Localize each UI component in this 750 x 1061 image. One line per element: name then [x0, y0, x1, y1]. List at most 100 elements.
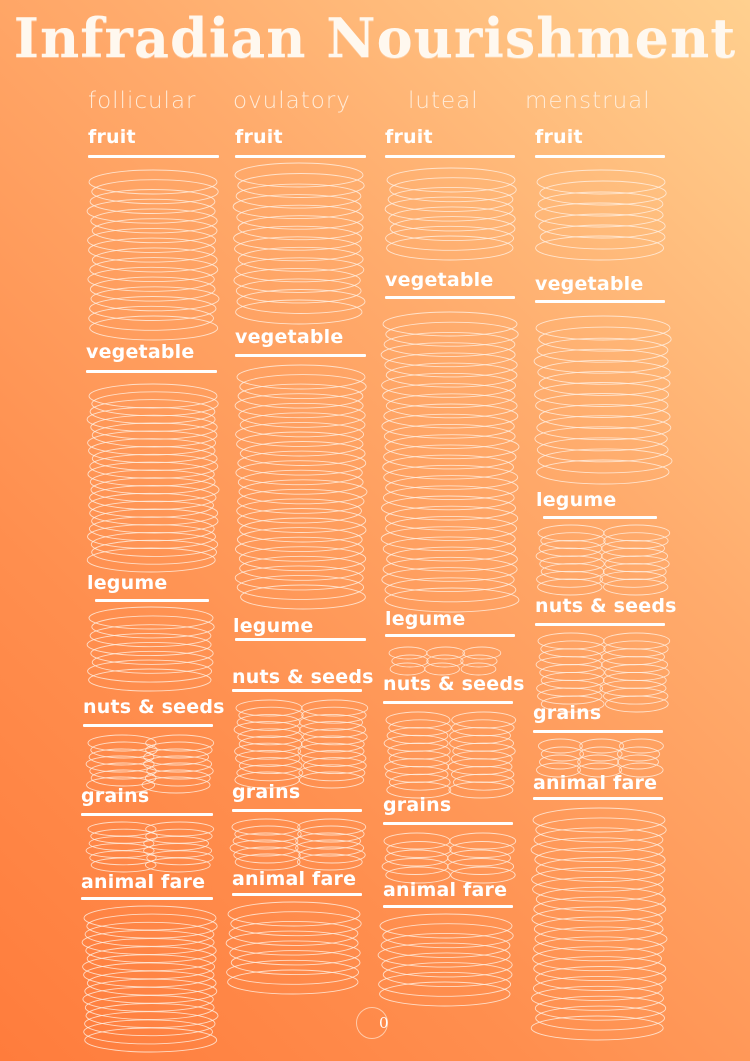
ring-ornament	[535, 857, 666, 882]
ring-ornament	[531, 866, 665, 892]
ring-ornament	[536, 415, 672, 441]
label-vegetable: vegetable	[235, 326, 344, 348]
phase-header-follicular: follicular	[88, 88, 197, 114]
ring-ornament	[535, 817, 667, 843]
ring-ornament	[237, 450, 367, 476]
section-divider	[86, 370, 217, 373]
ring-ornament	[91, 508, 219, 534]
ring-ornament	[89, 257, 219, 283]
ring-ornament	[89, 189, 216, 214]
ring-ornament	[382, 485, 515, 511]
ring-ornament	[296, 853, 363, 871]
label-animal-fare: animal fare	[232, 868, 357, 890]
ring-ornament	[604, 695, 669, 713]
ring-ornament	[532, 946, 662, 972]
ring-ornament	[384, 434, 520, 460]
ring-ornament	[90, 741, 158, 759]
ring-ornament	[383, 464, 519, 490]
ring-ornament	[382, 536, 517, 562]
ring-ornament	[540, 695, 605, 713]
ring-ornament	[577, 762, 623, 778]
ring-ornament	[616, 746, 661, 762]
ring-ornament	[235, 699, 303, 717]
ring-ornament	[534, 926, 668, 952]
ring-ornament	[235, 183, 362, 209]
ring-ornament	[540, 563, 605, 581]
label-vegetable: vegetable	[535, 273, 644, 295]
section-divider	[81, 897, 213, 900]
ring-ornament	[234, 825, 302, 843]
ring-ornament	[89, 762, 157, 780]
ring-ornament	[391, 654, 429, 668]
ring-ornament	[377, 942, 511, 968]
label-nuts-seeds: nuts & seeds	[535, 595, 677, 617]
ring-stack	[388, 646, 502, 676]
ring-ornament	[386, 167, 516, 193]
ring-ornament	[228, 920, 359, 946]
ring-ornament	[90, 286, 220, 312]
ring-ornament	[389, 177, 517, 203]
page-circle	[356, 1007, 388, 1039]
ring-ornament	[380, 932, 511, 958]
ring-ornament	[540, 746, 585, 762]
label-animal-fare: animal fare	[81, 871, 206, 893]
ring-ornament	[89, 469, 216, 495]
ring-ornament	[448, 781, 514, 799]
ring-ornament	[380, 342, 516, 368]
ring-ornament	[145, 741, 213, 759]
ring-ornament	[536, 437, 669, 463]
ring-ornament	[86, 547, 216, 573]
ring-ornament	[88, 305, 214, 331]
ring-ornament	[90, 641, 214, 665]
ring-ornament	[540, 532, 606, 550]
ring-ornament	[297, 742, 365, 760]
ring-ornament	[86, 198, 216, 224]
ring-ornament	[426, 654, 464, 668]
ring-ornament	[85, 755, 155, 773]
ring-ornament	[380, 526, 516, 552]
ring-ornament	[530, 837, 664, 863]
ring-ornament	[534, 426, 668, 452]
phase-header-luteal: luteal	[408, 88, 479, 114]
ring-ornament	[234, 393, 364, 419]
section-divider	[83, 724, 213, 727]
ring-stack	[384, 167, 517, 261]
ring-ornament	[534, 382, 670, 407]
ring-ornament	[87, 266, 215, 292]
ring-ornament	[238, 706, 304, 724]
ring-ornament	[89, 315, 219, 341]
ring-ornament	[146, 762, 214, 780]
ring-ornament	[89, 399, 216, 425]
ring-ornament	[449, 832, 517, 850]
ring-ornament	[233, 721, 301, 739]
ring-ornament	[236, 713, 301, 731]
ring-ornament	[237, 469, 364, 495]
phase-header-ovulatory: ovulatory	[233, 88, 351, 114]
label-legume: legume	[385, 608, 466, 630]
ring-ornament	[534, 847, 666, 873]
ring-ornament	[533, 916, 664, 942]
ring-ornament	[87, 524, 216, 550]
ring-ornament	[537, 191, 664, 217]
ring-ornament	[530, 1015, 664, 1041]
ring-ornament	[618, 738, 664, 754]
ring-ornament	[617, 754, 659, 770]
ring-ornament	[88, 606, 214, 630]
section-divider	[383, 905, 513, 908]
ring-ornament	[299, 713, 363, 731]
phase-header-menstrual: menstrual	[525, 88, 651, 114]
label-animal-fare: animal fare	[533, 772, 658, 794]
ring-ornament	[599, 570, 667, 588]
label-grains: grains	[533, 702, 602, 724]
ring-ornament	[237, 508, 367, 533]
ring-ornament	[386, 727, 449, 745]
ring-ornament	[227, 901, 361, 927]
ring-ornament	[386, 235, 514, 261]
ring-ornament	[301, 706, 367, 724]
ring-ornament	[539, 180, 667, 206]
ring-ornament	[234, 853, 301, 871]
ring-ornament	[90, 477, 220, 503]
ring-ornament	[88, 237, 216, 263]
ring-stack	[536, 738, 664, 778]
ring-ornament	[535, 886, 666, 912]
